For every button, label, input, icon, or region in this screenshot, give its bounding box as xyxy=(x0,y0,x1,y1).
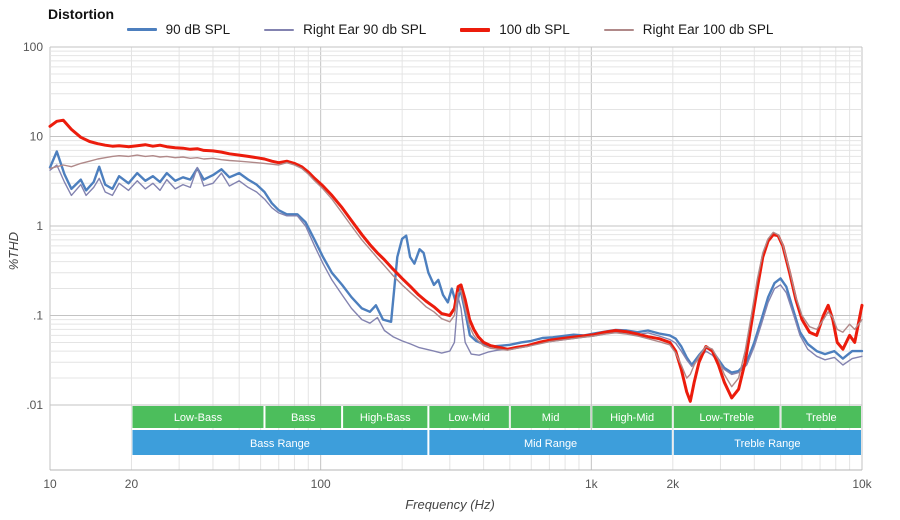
band-label-treble-range: Treble Range xyxy=(734,438,800,450)
band-label-low-mid: Low-Mid xyxy=(448,412,490,424)
legend-label-0: 90 dB SPL xyxy=(165,22,231,37)
band-label-high-bass: High-Bass xyxy=(360,412,411,424)
band-bass-range xyxy=(132,430,428,455)
y-tick-10: 10 xyxy=(30,130,44,144)
legend-swatch-icon xyxy=(603,28,634,31)
band-label-low-bass: Low-Bass xyxy=(174,412,223,424)
band-low-treble xyxy=(673,406,780,428)
gridlines xyxy=(49,46,863,471)
x-tick-2k: 2k xyxy=(666,477,680,491)
band-low-bass xyxy=(132,406,264,428)
band-bass xyxy=(265,406,342,428)
legend: 90 dB SPL Right Ear 90 db SPL 100 db SPL Ri… xyxy=(0,22,900,37)
legend-swatch-icon xyxy=(264,28,295,31)
band-label-bass: Bass xyxy=(291,412,316,424)
x-tick-20: 20 xyxy=(125,477,139,491)
legend-item-3[interactable]: Right Ear 100 db SPL xyxy=(603,22,774,37)
legend-item-2[interactable]: 100 db SPL xyxy=(460,22,570,37)
legend-swatch-icon xyxy=(460,27,491,32)
y-tick-1: 1 xyxy=(36,219,43,233)
band-label-mid-range: Mid Range xyxy=(524,438,577,450)
x-tick-10: 10 xyxy=(43,477,57,491)
band-mid xyxy=(510,406,591,428)
legend-label-2: 100 db SPL xyxy=(499,22,570,37)
legend-label-1: Right Ear 90 db SPL xyxy=(303,22,427,37)
band-mid-range xyxy=(429,430,672,455)
band-label-mid: Mid xyxy=(542,412,560,424)
y-tick-100: 100 xyxy=(23,40,43,54)
series-line-2 xyxy=(48,118,864,403)
legend-item-0[interactable]: 90 dB SPL xyxy=(126,22,231,37)
legend-item-1[interactable]: Right Ear 90 db SPL xyxy=(264,22,426,37)
series-line-3 xyxy=(49,154,863,388)
band-high-mid xyxy=(592,406,672,428)
y-axis-label: %THD xyxy=(6,232,21,271)
band-low-mid xyxy=(429,406,509,428)
legend-label-3: Right Ear 100 db SPL xyxy=(642,22,774,37)
x-tick-10k: 10k xyxy=(852,477,872,491)
x-tick-100: 100 xyxy=(311,477,331,491)
y-tick-.01: .01 xyxy=(26,398,43,412)
series-line-0 xyxy=(48,150,864,374)
band-label-low-treble: Low-Treble xyxy=(699,412,754,424)
tick-labels: 10 20 100 1k 2k 10k 100 10 1 .1 .01 xyxy=(23,40,873,491)
band-treble xyxy=(781,406,861,428)
y-tick-.1: .1 xyxy=(33,309,43,323)
legend-swatch-icon xyxy=(126,28,157,31)
band-treble-range xyxy=(673,430,861,455)
frequency-range-bands: Low-Bass Bass High-Bass Low-Mid Mid High-Mid L… xyxy=(132,406,861,455)
x-tick-1k: 1k xyxy=(585,477,599,491)
band-label-high-mid: High-Mid xyxy=(610,412,654,424)
series-line-1 xyxy=(49,164,863,376)
band-label-treble: Treble xyxy=(806,412,837,424)
band-label-bass-range: Bass Range xyxy=(250,438,310,450)
band-high-bass xyxy=(343,406,428,428)
x-axis-label: Frequency (Hz) xyxy=(405,497,495,512)
chart-title: Distortion xyxy=(48,6,115,22)
